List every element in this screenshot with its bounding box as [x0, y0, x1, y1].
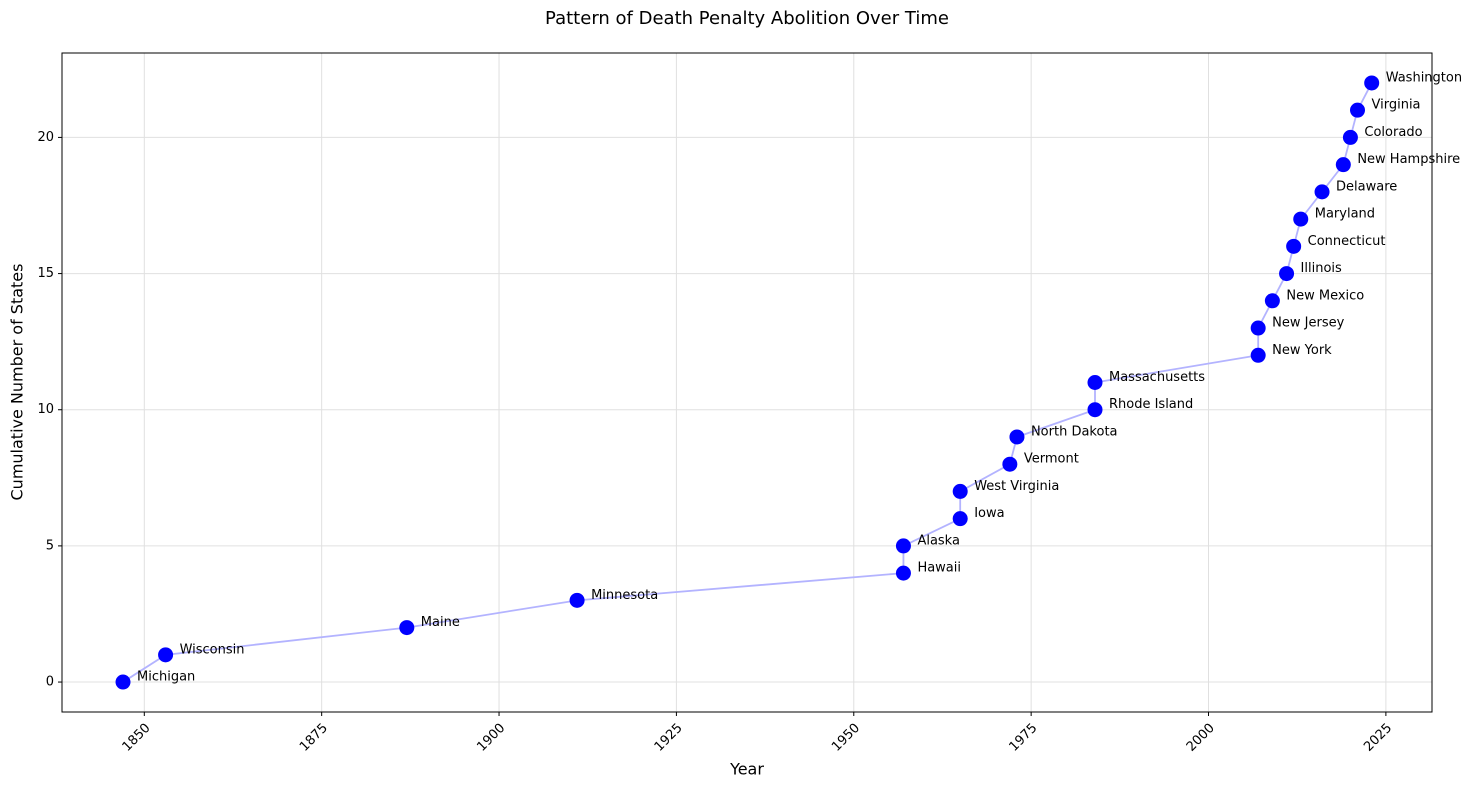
point	[1350, 102, 1366, 118]
x-axis-label: Year	[729, 760, 764, 779]
point	[1286, 238, 1302, 254]
point-label: North Dakota	[1031, 424, 1118, 439]
point	[1002, 456, 1018, 472]
chart-title: Pattern of Death Penalty Abolition Over …	[545, 8, 949, 29]
point-label: New Mexico	[1286, 288, 1364, 303]
y-tick-label: 15	[37, 266, 54, 281]
x-tick-label: 1975	[1006, 721, 1040, 755]
point-label: Michigan	[137, 670, 195, 685]
point-label: Virginia	[1372, 98, 1421, 113]
point	[1342, 129, 1358, 145]
y-axis-label: Cumulative Number of States	[8, 264, 27, 501]
point	[1335, 157, 1351, 173]
point	[1250, 347, 1266, 363]
point	[895, 565, 911, 581]
plot-frame	[61, 52, 1433, 713]
point	[399, 620, 415, 636]
point-label: Hawaii	[917, 561, 961, 576]
point-label: Delaware	[1336, 179, 1397, 194]
point	[158, 647, 174, 663]
y-tick-label: 20	[37, 130, 54, 145]
point	[1250, 320, 1266, 336]
point-label: Rhode Island	[1109, 397, 1193, 412]
x-tick-label: 1950	[829, 721, 863, 755]
y-tick-label: 0	[46, 675, 54, 690]
x-tick-label: 1875	[297, 721, 331, 755]
point-label: Vermont	[1024, 452, 1079, 467]
point	[1264, 293, 1280, 309]
point	[1009, 429, 1025, 445]
point	[1087, 402, 1103, 418]
point-label: Iowa	[974, 506, 1004, 521]
x-tick-label: 2000	[1184, 721, 1218, 755]
point	[1087, 375, 1103, 390]
x-tick-label: 1925	[652, 721, 686, 755]
point	[115, 674, 131, 690]
point-label: Colorado	[1364, 125, 1422, 140]
point-label: New York	[1272, 343, 1332, 358]
point-label: New Hampshire	[1357, 152, 1460, 167]
point-label: Minnesota	[591, 588, 658, 603]
point	[1279, 266, 1295, 282]
point	[569, 592, 585, 608]
point-label: Washington	[1386, 70, 1462, 85]
point	[952, 511, 968, 527]
point	[1314, 184, 1330, 200]
point-label: Maryland	[1315, 207, 1375, 222]
point-label: West Virginia	[974, 479, 1059, 494]
x-tick-label: 1900	[474, 721, 508, 755]
x-tick-label: 1850	[120, 721, 154, 755]
point	[895, 538, 911, 554]
point-label: New Jersey	[1272, 316, 1344, 331]
y-tick-label: 10	[37, 402, 54, 417]
x-tick-label: 2025	[1361, 721, 1395, 755]
point-label: Alaska	[917, 533, 960, 548]
point-label: Maine	[421, 615, 460, 630]
point	[1293, 211, 1309, 227]
point-label: Illinois	[1301, 261, 1342, 276]
point	[952, 483, 968, 499]
point-label: Massachusetts	[1109, 370, 1205, 385]
point-label: Connecticut	[1308, 234, 1386, 249]
y-tick-label: 5	[46, 538, 54, 553]
point-label: Wisconsin	[180, 642, 245, 657]
point	[1364, 75, 1380, 91]
